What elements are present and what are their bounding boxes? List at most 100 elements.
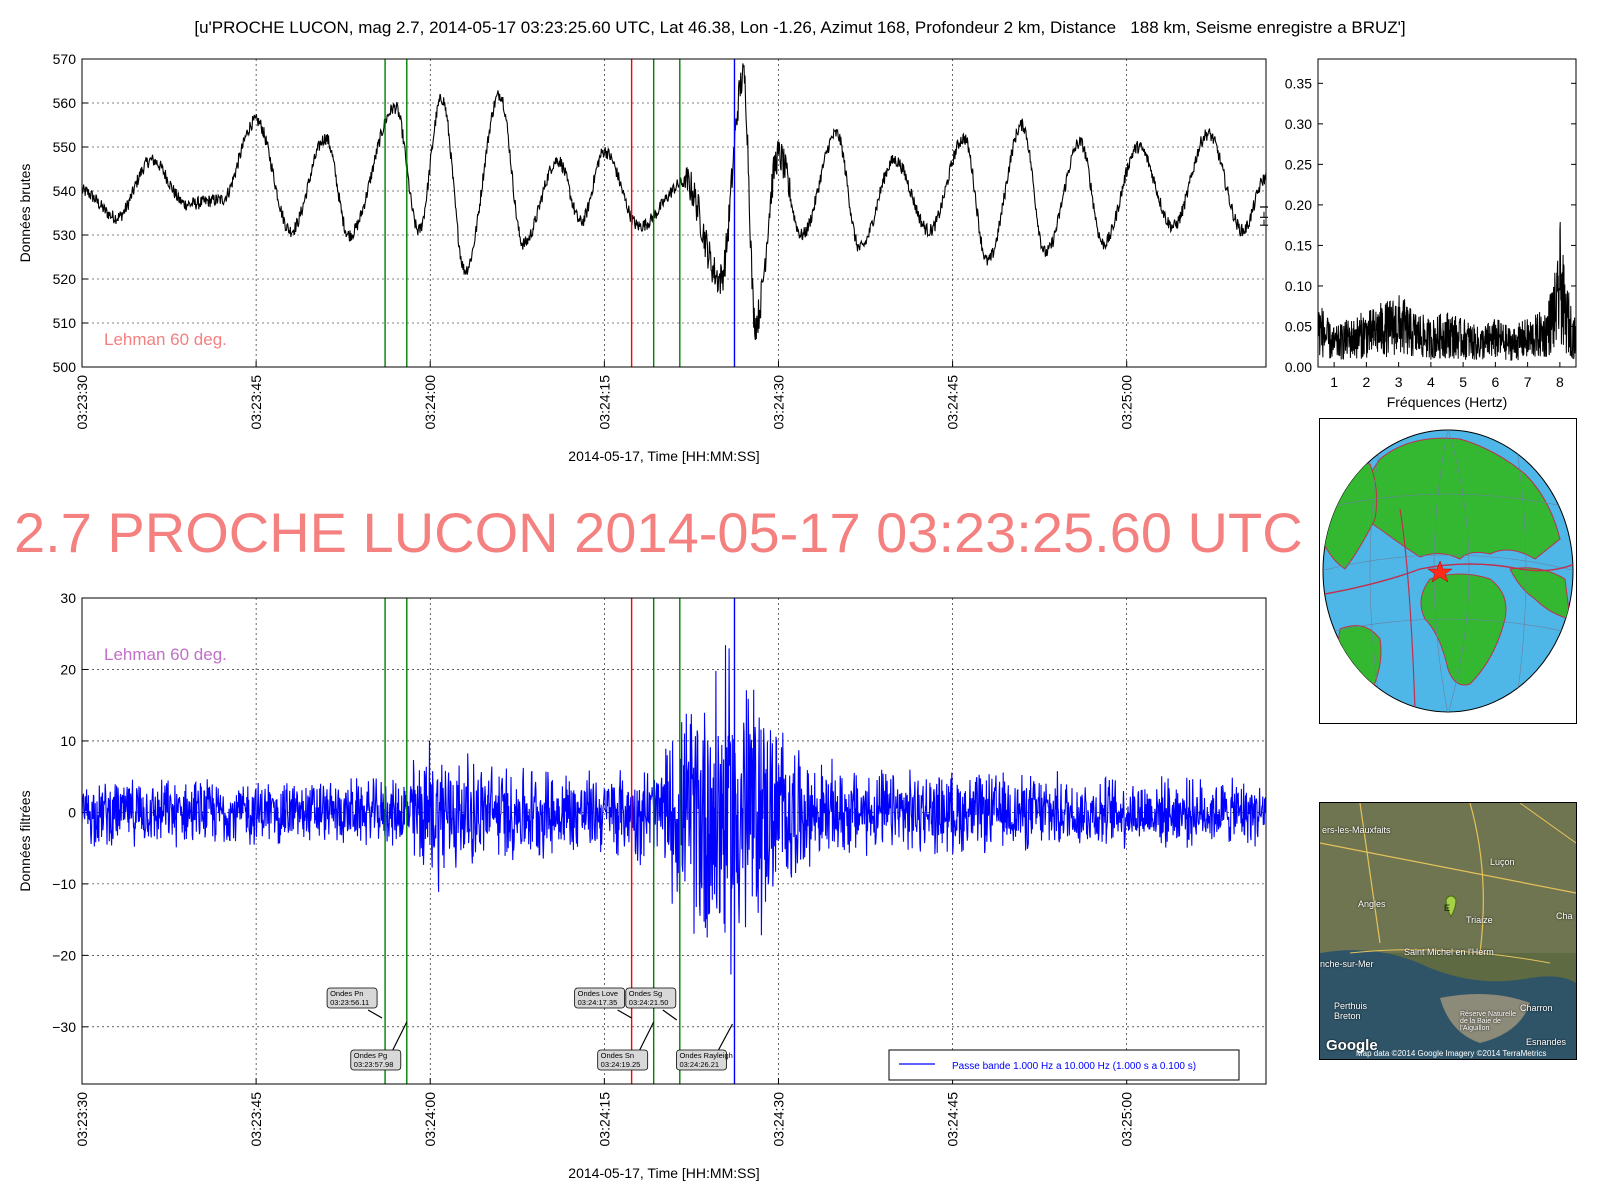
arrival-arrow [367,1009,383,1019]
arrival-label-box [597,1049,649,1071]
arrival-label-time: 03:24:26.21 [679,1060,719,1069]
fft-spectrum-trace [1317,221,1577,361]
google-logo: Google [1326,1037,1378,1054]
x-tick-label: 03:24:45 [945,375,961,430]
map-label: Luçon [1490,857,1515,867]
arrival-label-time: 03:23:57.98 [354,1060,394,1069]
arrival-label-name: Ondes Sg [629,989,662,998]
x-tick-label: 03:24:45 [945,1092,961,1147]
y-tick-label: 20 [60,661,76,677]
x-tick-label: 03:24:30 [770,1092,786,1147]
y-tick-label: 540 [53,183,77,199]
y-tick-label: 560 [53,95,77,111]
arrival-label-time: 03:24:19.25 [601,1060,641,1069]
y-tick-label: 0.25 [1285,156,1312,172]
world-globe-image [1319,418,1577,724]
map-label: Esnandes [1526,1037,1567,1047]
arrival-label-box [350,1049,402,1071]
x-tick-label: 03:23:30 [74,1092,90,1147]
raw-data-chart: 03:23:30 03:23:45 03:24:00 03:24:15 03:24:30… [17,51,1267,464]
map-marker-letter: E [1444,903,1451,913]
plot-frame [1317,58,1577,368]
arrival-arrow [392,1021,408,1051]
x-tick-label: 3 [1395,374,1403,390]
y-tick-label: 0.20 [1285,197,1312,213]
arrival-label-box [676,1049,727,1071]
x-tick-label: 03:24:15 [596,375,612,430]
map-label: Cha [1556,911,1573,921]
satellite-map[interactable]: ers-les-Mauxfaits Luçon Angles Triaize S… [1319,802,1577,1060]
arrival-label-name: Ondes Pn [330,989,363,998]
y-tick-label: 0.35 [1285,75,1312,91]
map-label: nche-sur-Mer [1320,959,1374,969]
legend-box [888,1049,1240,1081]
x-tick-label: 6 [1491,374,1499,390]
x-tick-label: 5 [1459,374,1467,390]
x-tick-label: 03:25:00 [1119,375,1135,430]
arrival-label-box [326,987,378,1009]
map-label: Angles [1358,899,1386,909]
x-tick-label: 03:23:45 [248,1092,264,1147]
y-tick-label: 550 [53,139,77,155]
arrival-label-time: 03:23:56.11 [330,998,369,1007]
y-tick-label: −30 [52,1019,76,1035]
lehman-annotation: Lehman 60 deg. [104,330,227,349]
arrival-label-name: Ondes Love [578,989,618,998]
arrival-arrow [662,1009,678,1021]
y-tick-label: 0 [68,804,76,820]
x-tick-label: 03:24:00 [422,375,438,430]
x-axis-label: 2014-05-17, Time [HH:MM:SS] [568,448,759,464]
arrival-label-box [574,987,626,1009]
arrival-label-name: Ondes Sn [601,1051,634,1060]
map-label: Perthuis Breton [1334,1001,1368,1021]
y-tick-label: 10 [60,733,76,749]
x-axis-label: 2014-05-17, Time [HH:MM:SS] [568,1165,759,1181]
x-tick-label: 4 [1427,374,1435,390]
x-tick-label: 03:24:00 [422,1092,438,1147]
epicenter-star-icon [1427,560,1453,583]
y-tick-label: 0.10 [1285,278,1312,294]
series-trace [81,645,1267,975]
legend-label: Passe bande 1.000 Hz a 10.000 Hz (1.000 … [952,1061,1196,1072]
map-label: Réserve Naturelle de la Baie de l'Aiguil… [1460,1011,1517,1032]
globe-icon [1322,429,1574,713]
satellite-map-background [1320,803,1576,1059]
chart-header-title: [u'PROCHE LUCON, mag 2.7, 2014-05-17 03:… [194,18,1406,37]
arrival-label-name: Ondes Pg [354,1051,387,1060]
arrival-arrow [617,1009,632,1019]
y-tick-label: 0.15 [1285,237,1312,253]
y-tick-label: 30 [60,590,76,606]
y-tick-label: 0.00 [1285,359,1312,375]
lehman-annotation: Lehman 60 deg. [104,645,227,664]
y-tick-label: −20 [52,947,76,963]
y-tick-label: −10 [52,876,76,892]
event-big-title: 2.7 PROCHE LUCON 2014-05-17 03:23:25.60 … [14,501,1303,564]
y-axis-label: Données brutes [17,164,33,263]
y-tick-label: 500 [53,359,77,375]
y-tick-label: 0.30 [1285,116,1312,132]
y-axis-label: FFT [1260,203,1271,227]
plot-frame [81,597,1267,1085]
plot-frame [81,58,1267,368]
x-axis-label: Fréquences (Hertz) [1387,394,1508,410]
y-tick-label: 530 [53,227,77,243]
filtered-data-chart: 03:23:30 03:23:45 03:24:00 03:24:15 03:24:30… [17,590,1267,1181]
map-label: Saint Michel en l'Herm [1404,947,1494,957]
x-tick-label: 03:24:15 [596,1092,612,1147]
arrival-label-box [625,987,677,1009]
y-tick-label: 510 [53,315,77,331]
map-label: ers-les-Mauxfaits [1322,825,1391,835]
arrival-label-time: 03:24:17.35 [578,998,618,1007]
arrival-arrow [717,1023,734,1051]
map-label: Triaize [1466,915,1493,925]
y-tick-label: 570 [53,51,77,67]
fft-chart: 0.00 0.05 0.10 0.15 0.20 0.25 0.30 0.35 1 2 3 4 5 6 7 8… [1260,58,1577,410]
x-tick-label: 1 [1330,374,1338,390]
map-credit: Map data ©2014 Google Imagery ©2014 Terr… [1356,1049,1547,1058]
y-axis-label: Données filtrées [17,790,33,891]
y-tick-label: 0.05 [1285,318,1312,334]
x-tick-label: 03:25:00 [1119,1092,1135,1147]
epicenter-pin-icon [1445,895,1457,919]
legend: Passe bande 1.000 Hz a 10.000 Hz (1.000 … [888,1049,1240,1081]
x-tick-label: 7 [1524,374,1532,390]
